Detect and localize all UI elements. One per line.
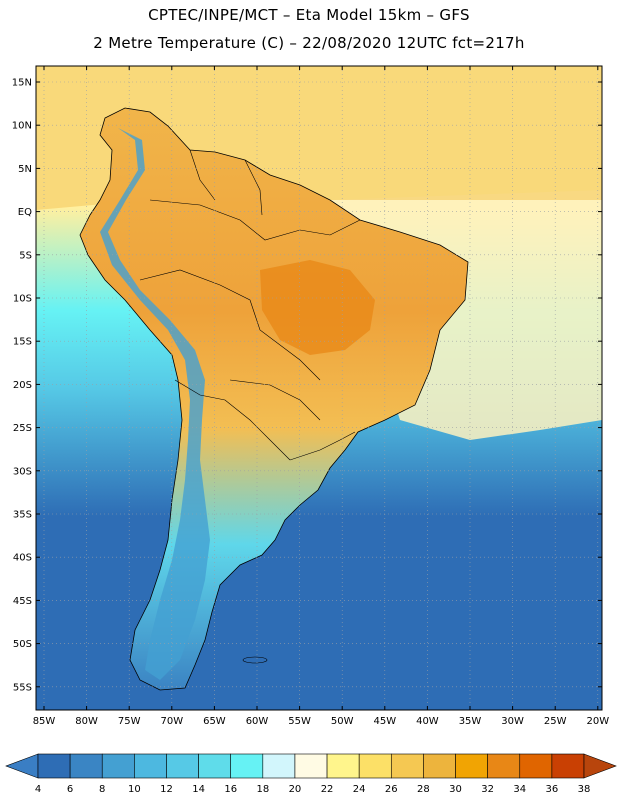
lat-tick-label: 15S bbox=[13, 337, 32, 348]
colorbar-label: 18 bbox=[256, 784, 269, 795]
country-borders bbox=[139, 149, 361, 461]
colorbar-label: 24 bbox=[353, 784, 366, 795]
colorbar-swatch bbox=[134, 753, 167, 779]
lon-tick-label: 70W bbox=[160, 716, 183, 727]
lon-tick-label: 55W bbox=[288, 716, 311, 727]
colorbar-label: 4 bbox=[35, 784, 41, 795]
lon-tick-label: 80W bbox=[75, 716, 98, 727]
colorbar-swatch bbox=[423, 753, 456, 779]
lat-tick-label: 5N bbox=[18, 164, 32, 175]
lat-tick-label: EQ bbox=[18, 207, 32, 218]
lat-tick-label: 35S bbox=[13, 510, 32, 521]
colorbar-swatch bbox=[230, 753, 264, 779]
colorbar-swatch bbox=[294, 753, 328, 779]
lon-tick-label: 20W bbox=[586, 716, 609, 727]
colorbar-label: 38 bbox=[578, 784, 591, 795]
map-frame bbox=[35, 65, 603, 711]
lat-tick-label: 30S bbox=[13, 466, 32, 477]
colorbar-label: 22 bbox=[321, 784, 334, 795]
map-plot-area bbox=[36, 66, 602, 710]
colorbar-swatch bbox=[455, 753, 488, 779]
colorbar-label: 16 bbox=[224, 784, 237, 795]
lat-tick-label: 20S bbox=[13, 380, 32, 391]
colorbar-label: 6 bbox=[67, 784, 73, 795]
lat-tick-label: 10N bbox=[12, 121, 32, 132]
colorbar-swatch bbox=[519, 753, 553, 779]
lat-tick-label: 50S bbox=[13, 639, 32, 650]
colorbar-swatch bbox=[262, 753, 296, 779]
axis-tick-labels: 15N 10N 5N EQ 5S 10S 15S 20S 25S 30S 35S 40S 45S 50S 5… bbox=[12, 78, 609, 728]
lon-tick-label: 25W bbox=[544, 716, 567, 727]
chart-title-line-2: 2 Metre Temperature (C) – 22/08/2020 12U… bbox=[93, 34, 525, 52]
lat-tick-label: 45S bbox=[13, 596, 32, 607]
colorbar: 4 6 8 10 12 14 16 18 20 22 24 26 28 30 32 34 36 38 bbox=[5, 753, 617, 795]
colorbar-swatch bbox=[358, 753, 392, 779]
chart-title-line-1: CPTEC/INPE/MCT – Eta Model 15km – GFS bbox=[148, 6, 470, 24]
colorbar-label: 14 bbox=[192, 784, 205, 795]
colorbar-label: 20 bbox=[289, 784, 302, 795]
colorbar-swatch bbox=[69, 753, 103, 779]
lon-tick-label: 85W bbox=[33, 716, 56, 727]
lat-tick-label: 40S bbox=[13, 553, 32, 564]
lon-tick-label: 75W bbox=[118, 716, 141, 727]
colorbar-arrow-right bbox=[583, 753, 617, 779]
central-brazil-hot-core bbox=[260, 260, 375, 355]
lat-tick-label: 55S bbox=[13, 682, 32, 693]
colorbar-label: 12 bbox=[160, 784, 173, 795]
colorbar-swatch bbox=[326, 753, 360, 779]
lon-tick-label: 40W bbox=[416, 716, 439, 727]
lon-tick-label: 60W bbox=[246, 716, 269, 727]
lon-tick-label: 30W bbox=[501, 716, 524, 727]
colorbar-swatch bbox=[37, 753, 71, 779]
colorbar-label: 34 bbox=[513, 784, 526, 795]
colorbar-label: 8 bbox=[99, 784, 105, 795]
colorbar-label: 10 bbox=[128, 784, 141, 795]
colorbar-swatch bbox=[487, 753, 521, 779]
colorbar-label: 28 bbox=[417, 784, 430, 795]
lat-tick-label: 5S bbox=[19, 250, 32, 261]
graticule bbox=[36, 66, 602, 710]
colorbar-label: 26 bbox=[385, 784, 398, 795]
colorbar-arrow-left bbox=[5, 753, 39, 779]
colorbar-swatch bbox=[101, 753, 135, 779]
axis-ticks bbox=[36, 66, 602, 710]
colorbar-swatch bbox=[198, 753, 232, 779]
colorbar-label: 36 bbox=[546, 784, 559, 795]
lat-tick-label: 10S bbox=[13, 294, 32, 305]
colorbar-swatch bbox=[551, 753, 585, 779]
lon-tick-label: 50W bbox=[331, 716, 354, 727]
colorbar-label: 30 bbox=[449, 784, 462, 795]
lon-tick-label: 65W bbox=[203, 716, 226, 727]
colorbar-swatch bbox=[390, 753, 424, 779]
lat-tick-label: 25S bbox=[13, 423, 32, 434]
lat-tick-label: 15N bbox=[12, 78, 32, 89]
colorbar-label: 32 bbox=[481, 784, 494, 795]
lon-tick-label: 35W bbox=[459, 716, 482, 727]
lon-tick-label: 45W bbox=[373, 716, 396, 727]
falkland-islands bbox=[242, 656, 268, 664]
andes-cold-band bbox=[100, 128, 210, 680]
colorbar-swatch bbox=[166, 753, 199, 779]
